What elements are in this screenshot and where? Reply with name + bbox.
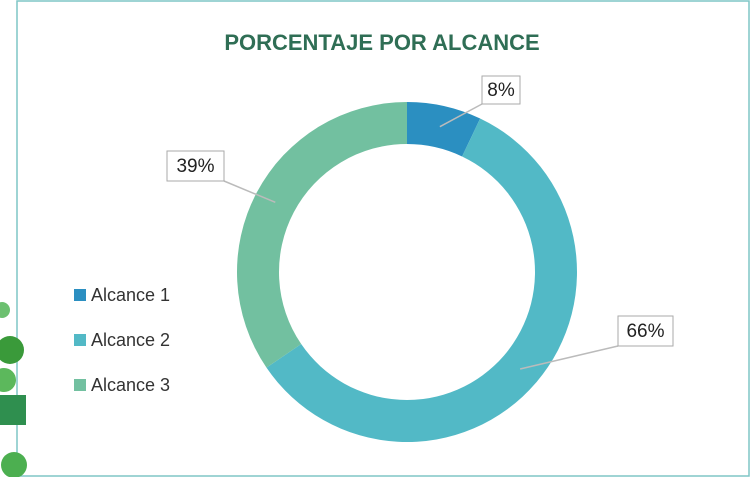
donut-segment <box>236 102 407 368</box>
label-box <box>166 150 225 182</box>
label-box <box>481 75 521 105</box>
chart-frame <box>16 0 750 477</box>
legend-swatch <box>74 289 86 301</box>
leader-line <box>519 345 619 370</box>
decoration <box>0 302 27 477</box>
legend-swatch <box>74 379 86 391</box>
donut-segment <box>266 118 577 442</box>
label-box <box>617 315 674 347</box>
legend-swatch <box>74 334 86 346</box>
data-label: 66% <box>626 321 664 342</box>
legend-label: Alcance 3 <box>91 375 170 395</box>
leader-line <box>223 180 276 204</box>
legend-label: Alcance 2 <box>91 330 170 350</box>
legend-label: Alcance 1 <box>91 285 170 305</box>
leader-line <box>439 103 483 128</box>
data-label: 8% <box>487 80 515 101</box>
data-label: 39% <box>176 156 214 177</box>
chart-title: PORCENTAJE POR ALCANCE <box>224 30 539 55</box>
